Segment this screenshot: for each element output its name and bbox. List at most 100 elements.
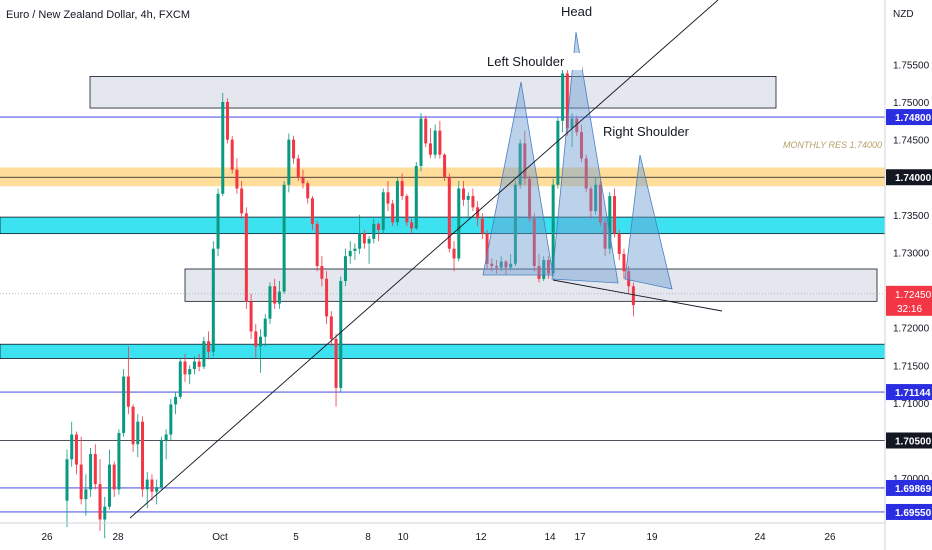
- candle: [93, 444, 97, 490]
- candle-body: [235, 169, 239, 189]
- x-tick-label: 17: [574, 532, 586, 543]
- candle-body: [386, 192, 390, 204]
- candle: [598, 181, 602, 227]
- candle-body: [495, 265, 499, 268]
- candle-body: [405, 196, 409, 223]
- label-head: Head: [561, 4, 592, 19]
- candle-body: [240, 188, 244, 214]
- candle-body: [613, 196, 617, 234]
- candle: [537, 253, 541, 283]
- candle: [400, 173, 404, 200]
- x-tick-label: 10: [397, 532, 409, 543]
- candle: [273, 278, 277, 309]
- candle: [617, 229, 621, 260]
- candle: [126, 346, 130, 415]
- candle: [622, 248, 626, 279]
- candle-body: [532, 218, 536, 266]
- candle: [107, 449, 111, 510]
- zone-cyan: [0, 216, 886, 235]
- pattern-triangle: [624, 154, 673, 290]
- candle: [485, 229, 489, 270]
- candle-body: [362, 233, 366, 244]
- candle-body: [197, 361, 201, 367]
- candle: [584, 154, 588, 193]
- candle-body: [122, 376, 126, 433]
- y-tick-label: 1.73500: [893, 211, 930, 222]
- candle: [74, 431, 78, 475]
- price-tag-label: 1.69550: [895, 508, 932, 519]
- candle: [457, 181, 461, 262]
- candle: [603, 218, 607, 257]
- zone-cyan: [0, 343, 886, 359]
- candle: [579, 124, 583, 163]
- candle-body: [343, 256, 347, 282]
- x-tick-label: 8: [365, 532, 371, 543]
- x-tick-label: 12: [475, 532, 487, 543]
- label-right-shoulder: Right Shoulder: [603, 124, 690, 139]
- candle: [292, 135, 296, 164]
- candle: [495, 259, 499, 274]
- candle: [471, 188, 475, 212]
- candle-body: [471, 196, 475, 208]
- candle: [155, 479, 159, 505]
- candle-body: [282, 184, 286, 292]
- price-tag: [886, 169, 932, 186]
- candle: [381, 188, 385, 234]
- candle-body: [457, 188, 461, 259]
- y-tick-label: 1.74500: [893, 136, 930, 147]
- neckline: [552, 279, 723, 312]
- candle: [141, 416, 145, 497]
- candle: [523, 130, 527, 185]
- candle-body: [575, 118, 579, 133]
- candle-body: [277, 291, 281, 304]
- candle: [122, 369, 126, 437]
- price-tag: [886, 109, 932, 126]
- candle: [277, 281, 281, 309]
- candle: [235, 158, 239, 194]
- candle-body: [320, 265, 324, 279]
- y-tick-label: 1.75500: [893, 60, 930, 71]
- candle: [613, 188, 617, 238]
- candle: [334, 333, 338, 407]
- candle-body: [410, 222, 414, 229]
- candle-body: [211, 248, 215, 352]
- candle: [452, 241, 456, 272]
- candle-body: [306, 183, 310, 199]
- candle-body: [452, 248, 456, 259]
- candle: [249, 293, 253, 339]
- candle-body: [424, 118, 428, 144]
- label-head-bg: [557, 3, 593, 20]
- candle-body: [74, 434, 78, 465]
- candle: [343, 248, 347, 287]
- candle-body: [476, 207, 480, 219]
- candle-body: [499, 261, 503, 268]
- candle-body: [296, 158, 300, 178]
- price-tag-label: 1.74000: [895, 173, 932, 184]
- y-tick-label: 1.71500: [893, 361, 930, 372]
- candle-body: [263, 318, 267, 337]
- candle-body: [230, 139, 234, 170]
- candle-body: [98, 484, 102, 520]
- candle: [79, 436, 83, 505]
- candle: [608, 192, 612, 254]
- candle-body: [301, 177, 305, 184]
- candle-body: [112, 464, 116, 490]
- candle: [315, 220, 319, 272]
- price-tag-label: 1.71144: [895, 388, 931, 399]
- candle: [528, 175, 532, 223]
- candle: [490, 258, 494, 272]
- candle-body: [433, 130, 437, 155]
- candle: [438, 120, 442, 159]
- candle-body: [70, 434, 74, 460]
- candle: [513, 181, 517, 266]
- candle-body: [126, 376, 130, 407]
- candle: [197, 354, 201, 372]
- candle-body: [542, 259, 546, 279]
- candle: [466, 192, 470, 219]
- y-tick-label: 1.75000: [893, 98, 930, 109]
- candle-body: [249, 301, 253, 332]
- candle-body: [518, 143, 522, 185]
- candle-body: [150, 479, 154, 492]
- candle: [207, 331, 211, 360]
